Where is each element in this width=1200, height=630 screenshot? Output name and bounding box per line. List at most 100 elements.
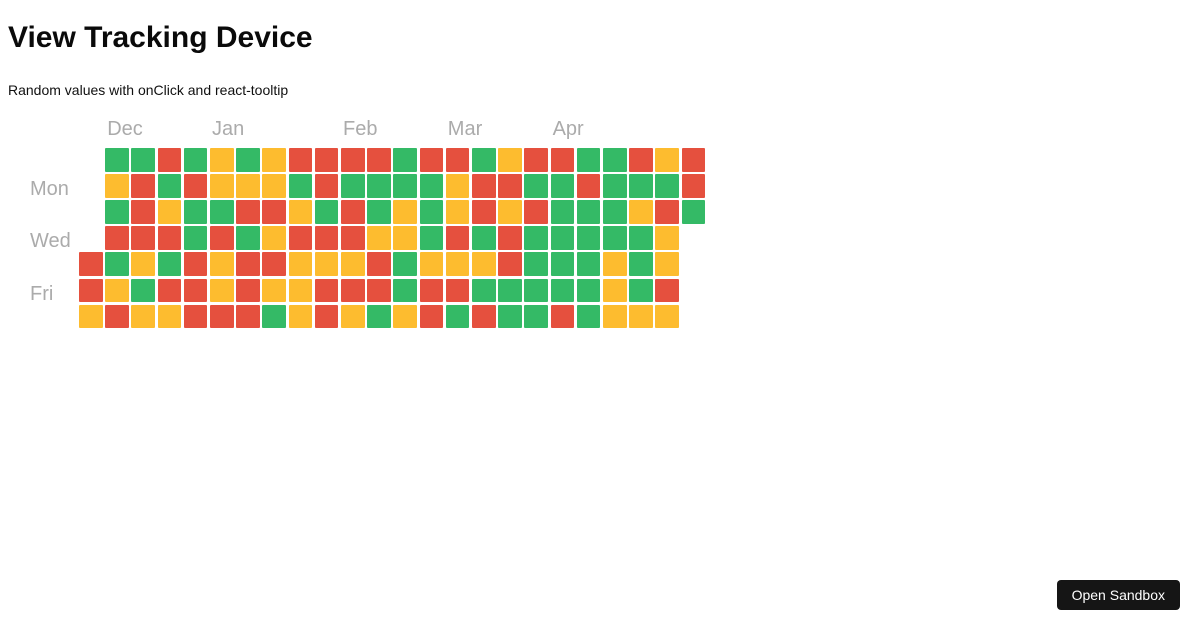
heatmap-cell[interactable]: [550, 278, 575, 302]
heatmap-cell[interactable]: [367, 226, 391, 250]
heatmap-cell[interactable]: [576, 278, 601, 302]
heatmap-cell[interactable]: [210, 278, 234, 302]
heatmap-cell[interactable]: [262, 278, 286, 302]
heatmap-cell[interactable]: [603, 278, 627, 302]
heatmap-cell[interactable]: [367, 278, 391, 302]
heatmap-cell[interactable]: [367, 174, 391, 198]
heatmap-cell[interactable]: [550, 226, 575, 250]
heatmap-cell[interactable]: [576, 252, 601, 276]
heatmap-cell[interactable]: [393, 304, 417, 329]
heatmap-cell[interactable]: [183, 278, 208, 302]
heatmap-cell[interactable]: [157, 304, 182, 329]
heatmap-cell[interactable]: [524, 278, 548, 302]
heatmap-cell[interactable]: [262, 174, 286, 198]
heatmap-cell[interactable]: [288, 148, 313, 172]
heatmap-cell[interactable]: [681, 174, 706, 198]
heatmap-cell[interactable]: [341, 174, 365, 198]
heatmap-cell[interactable]: [603, 200, 627, 224]
heatmap-cell[interactable]: [105, 304, 129, 329]
heatmap-cell[interactable]: [210, 148, 234, 172]
heatmap-cell[interactable]: [288, 200, 313, 224]
heatmap-cell[interactable]: [157, 226, 182, 250]
heatmap-cell[interactable]: [472, 304, 496, 329]
heatmap-cell[interactable]: [681, 200, 706, 224]
heatmap-cell[interactable]: [445, 200, 470, 224]
heatmap-cell[interactable]: [341, 200, 365, 224]
heatmap-cell[interactable]: [472, 252, 496, 276]
heatmap-cell[interactable]: [419, 278, 444, 302]
heatmap-cell[interactable]: [341, 304, 365, 329]
heatmap-cell[interactable]: [79, 304, 103, 329]
open-sandbox-button[interactable]: Open Sandbox: [1056, 580, 1180, 610]
heatmap-cell[interactable]: [576, 304, 601, 329]
heatmap-cell[interactable]: [629, 174, 653, 198]
heatmap-cell[interactable]: [183, 226, 208, 250]
heatmap-cell[interactable]: [629, 252, 653, 276]
heatmap-cell[interactable]: [157, 278, 182, 302]
heatmap-cell[interactable]: [393, 200, 417, 224]
heatmap-cell[interactable]: [236, 278, 260, 302]
heatmap-cell[interactable]: [393, 148, 417, 172]
heatmap-cell[interactable]: [472, 200, 496, 224]
heatmap-cell[interactable]: [262, 148, 286, 172]
heatmap-cell[interactable]: [157, 252, 182, 276]
heatmap-cell[interactable]: [498, 226, 522, 250]
heatmap-cell[interactable]: [341, 278, 365, 302]
heatmap-cell[interactable]: [419, 174, 444, 198]
heatmap-cell[interactable]: [472, 148, 496, 172]
heatmap-cell[interactable]: [655, 174, 679, 198]
heatmap-cell[interactable]: [183, 200, 208, 224]
heatmap-cell[interactable]: [419, 226, 444, 250]
heatmap-cell[interactable]: [367, 148, 391, 172]
heatmap-cell[interactable]: [445, 252, 470, 276]
heatmap-cell[interactable]: [472, 226, 496, 250]
heatmap-cell[interactable]: [603, 148, 627, 172]
heatmap-cell[interactable]: [629, 200, 653, 224]
heatmap-cell[interactable]: [131, 226, 155, 250]
heatmap-cell[interactable]: [314, 304, 339, 329]
heatmap-cell[interactable]: [236, 304, 260, 329]
heatmap-cell[interactable]: [210, 304, 234, 329]
heatmap-cell[interactable]: [236, 174, 260, 198]
heatmap-cell[interactable]: [393, 252, 417, 276]
heatmap-cell[interactable]: [131, 278, 155, 302]
heatmap-cell[interactable]: [445, 148, 470, 172]
heatmap-cell[interactable]: [131, 200, 155, 224]
heatmap-cell[interactable]: [314, 252, 339, 276]
heatmap-cell[interactable]: [183, 304, 208, 329]
heatmap-cell[interactable]: [105, 174, 129, 198]
heatmap-cell[interactable]: [105, 148, 129, 172]
heatmap-cell[interactable]: [681, 148, 706, 172]
heatmap-cell[interactable]: [629, 278, 653, 302]
heatmap-cell[interactable]: [498, 278, 522, 302]
heatmap-cell[interactable]: [629, 304, 653, 329]
heatmap-cell[interactable]: [105, 200, 129, 224]
heatmap-cell[interactable]: [183, 252, 208, 276]
heatmap-cell[interactable]: [288, 252, 313, 276]
heatmap-cell[interactable]: [288, 304, 313, 329]
heatmap-cell[interactable]: [498, 304, 522, 329]
heatmap-cell[interactable]: [210, 226, 234, 250]
heatmap-cell[interactable]: [341, 252, 365, 276]
heatmap-cell[interactable]: [576, 174, 601, 198]
heatmap-cell[interactable]: [236, 252, 260, 276]
heatmap-cell[interactable]: [367, 304, 391, 329]
heatmap-cell[interactable]: [498, 252, 522, 276]
heatmap-cell[interactable]: [210, 200, 234, 224]
heatmap-cell[interactable]: [524, 174, 548, 198]
heatmap-cell[interactable]: [550, 252, 575, 276]
heatmap-cell[interactable]: [262, 252, 286, 276]
heatmap-cell[interactable]: [445, 304, 470, 329]
heatmap-cell[interactable]: [655, 304, 679, 329]
heatmap-cell[interactable]: [629, 226, 653, 250]
heatmap-cell[interactable]: [576, 200, 601, 224]
heatmap-cell[interactable]: [157, 174, 182, 198]
heatmap-cell[interactable]: [419, 252, 444, 276]
heatmap-cell[interactable]: [131, 174, 155, 198]
heatmap-cell[interactable]: [524, 148, 548, 172]
heatmap-cell[interactable]: [472, 174, 496, 198]
heatmap-cell[interactable]: [419, 148, 444, 172]
heatmap-cell[interactable]: [524, 252, 548, 276]
heatmap-cell[interactable]: [105, 226, 129, 250]
heatmap-cell[interactable]: [550, 174, 575, 198]
